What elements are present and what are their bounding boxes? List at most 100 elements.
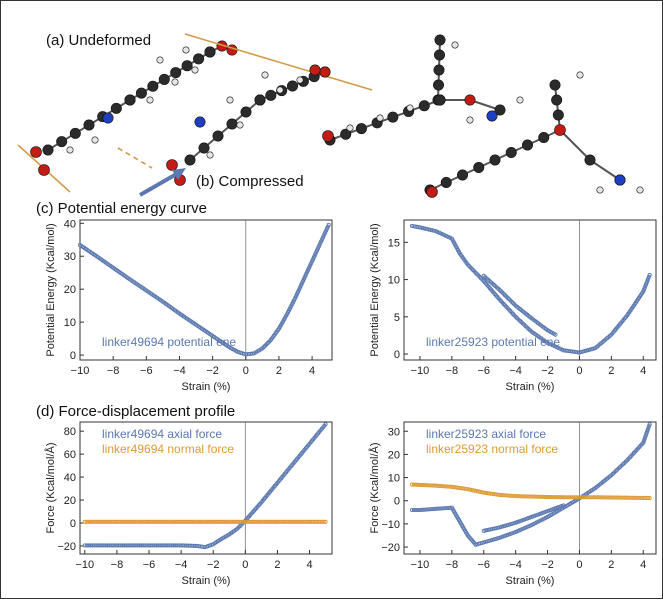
data-point [203, 519, 208, 524]
data-point [86, 519, 91, 524]
data-point [299, 519, 305, 524]
atom [254, 94, 266, 106]
data-point [641, 440, 646, 445]
data-point [177, 543, 182, 548]
y-tick-label: 0 [70, 350, 76, 362]
atom [418, 100, 430, 112]
atom [406, 104, 414, 112]
data-point [273, 519, 278, 524]
data-point [175, 519, 180, 524]
data-point [487, 527, 492, 532]
data-point [196, 519, 201, 524]
data-point [154, 519, 159, 524]
data-point [254, 519, 259, 524]
x-tick-label: 4 [309, 365, 315, 377]
data-point [428, 227, 433, 232]
data-point [487, 538, 492, 543]
x-tick-label: 4 [640, 365, 646, 377]
data-point [258, 519, 263, 524]
atom [322, 130, 334, 142]
data-point [499, 524, 504, 529]
data-point [553, 495, 558, 500]
data-point [148, 543, 153, 548]
atom [240, 106, 252, 118]
data-point [569, 495, 574, 500]
atom [166, 159, 178, 171]
atom [538, 132, 550, 144]
data-point [122, 543, 127, 548]
data-point [474, 489, 479, 494]
data-point [431, 506, 436, 512]
atom [596, 186, 604, 194]
data-point [111, 519, 116, 524]
atom [170, 67, 182, 79]
data-point [112, 519, 118, 524]
data-point [417, 482, 422, 487]
data-point [165, 519, 170, 524]
data-point [135, 519, 140, 524]
data-point [579, 350, 584, 355]
data-point [425, 507, 430, 512]
y-tick-label: 40 [64, 472, 76, 484]
y-tick-label: 15 [388, 237, 400, 249]
data-point [281, 519, 286, 524]
data-point [124, 519, 129, 524]
data-point [163, 519, 169, 524]
data-point [228, 519, 233, 524]
atom [83, 119, 95, 131]
data-point [435, 506, 440, 511]
data-point [245, 519, 250, 524]
data-point [194, 519, 199, 524]
data-point [531, 494, 536, 499]
data-point [633, 495, 638, 500]
atom [193, 53, 205, 65]
data-point [488, 538, 493, 543]
data-point [645, 429, 650, 434]
data-point [501, 524, 506, 529]
x-tick-label: 0 [576, 365, 582, 377]
data-point [421, 226, 426, 231]
data-point [247, 519, 252, 524]
atom [184, 154, 196, 166]
data-point [88, 519, 93, 524]
atom [473, 162, 485, 174]
data-point [260, 519, 265, 524]
x-tick-label: −2 [207, 559, 220, 571]
data-point [129, 543, 135, 548]
atom [110, 102, 122, 114]
atom [286, 80, 298, 92]
data-point [646, 424, 652, 429]
x-tick-label: −10 [411, 365, 430, 377]
data-point [642, 437, 647, 442]
atom [466, 116, 474, 124]
data-point [494, 526, 499, 531]
x-tick-label: −2 [206, 365, 219, 377]
data-point [419, 507, 424, 512]
data-point [201, 519, 206, 524]
data-point [165, 543, 170, 548]
data-point [575, 495, 580, 500]
data-point [279, 519, 284, 524]
data-point [643, 435, 648, 440]
data-point [128, 519, 133, 524]
data-point [557, 495, 562, 500]
atom [124, 94, 136, 106]
data-point [490, 526, 495, 531]
legend-entry: linker25923 axial force [426, 427, 546, 441]
x-axis-label: Strain (%) [506, 381, 555, 393]
data-point [326, 222, 331, 227]
atom [38, 164, 50, 176]
y-tick-label: 30 [388, 426, 400, 438]
y-tick-label: 20 [388, 449, 400, 461]
data-point [107, 519, 112, 524]
data-point [118, 519, 123, 524]
data-point [565, 495, 570, 500]
data-point [413, 507, 419, 513]
data-point [615, 495, 620, 500]
atom [309, 64, 321, 76]
data-point [588, 347, 593, 352]
data-point [199, 519, 204, 524]
data-point [88, 543, 93, 548]
y-tick-label: 5 [394, 312, 400, 324]
